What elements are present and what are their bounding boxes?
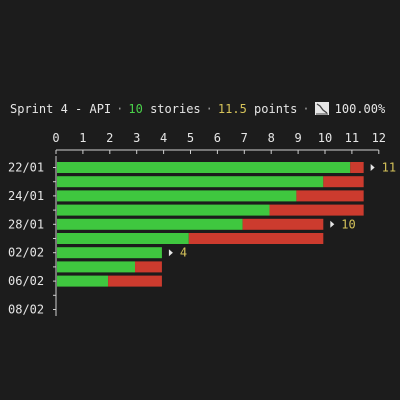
- separator: ·: [205, 102, 213, 116]
- done-bar: [57, 190, 297, 202]
- remaining-bar: [188, 233, 324, 244]
- remaining-bar: [296, 190, 364, 202]
- x-tick-label: 10: [318, 131, 332, 145]
- x-tick-label: 4: [160, 131, 167, 145]
- remaining-bar: [269, 204, 364, 216]
- remaining-bar: [350, 162, 364, 173]
- row-date-label: 22/01: [8, 161, 44, 175]
- done-bar: [57, 204, 270, 216]
- x-tick-label: 2: [106, 131, 113, 145]
- x-tick-label: 11: [345, 131, 359, 145]
- remaining-bar: [242, 218, 324, 230]
- marker-points-label: 10: [341, 217, 355, 231]
- marker-arrow: [168, 249, 173, 257]
- x-tick-label: 8: [268, 131, 275, 145]
- remaining-bar: [323, 176, 364, 188]
- row-date-label: 02/02: [8, 246, 44, 260]
- burndown-chart-icon: [314, 102, 329, 115]
- sprint-summary-header: Sprint 4 - API · 10 stories · 11.5 points · 10…: [10, 102, 385, 116]
- done-bar: [57, 261, 136, 273]
- remaining-bar: [135, 261, 162, 273]
- sprint-name: Sprint 4 - API: [10, 102, 112, 116]
- done-bar: [57, 176, 324, 188]
- row-date-label: 24/01: [8, 189, 44, 203]
- x-tick-label: 7: [241, 131, 248, 145]
- marker-points-label: 11: [382, 161, 396, 175]
- separator: ·: [302, 102, 310, 116]
- x-tick-label: 0: [52, 131, 59, 145]
- x-tick-label: 1: [79, 131, 86, 145]
- separator: ·: [116, 102, 124, 116]
- done-bar: [57, 218, 243, 230]
- marker-arrow: [370, 164, 375, 171]
- row-date-label: 28/01: [8, 217, 44, 231]
- row-date-label: 06/02: [8, 274, 44, 288]
- stories-count: 10: [128, 102, 143, 116]
- x-tick-label: 9: [294, 131, 301, 145]
- x-tick-label: 3: [133, 131, 140, 145]
- x-tick-label: 12: [372, 131, 386, 145]
- stories-label: stories: [150, 102, 201, 116]
- points-count: 11.5: [217, 102, 247, 116]
- marker-points-label: 4: [180, 246, 187, 260]
- completion-percent: 100.00%: [334, 102, 386, 116]
- done-bar: [57, 162, 351, 173]
- done-bar: [57, 247, 162, 259]
- done-bar: [57, 233, 189, 244]
- x-tick-label: 6: [214, 131, 221, 145]
- row-date-label: 08/02: [8, 303, 44, 317]
- remaining-bar: [108, 275, 162, 287]
- x-tick-label: 5: [187, 131, 194, 145]
- points-label: points: [254, 102, 298, 116]
- marker-arrow: [330, 220, 335, 228]
- done-bar: [57, 275, 109, 287]
